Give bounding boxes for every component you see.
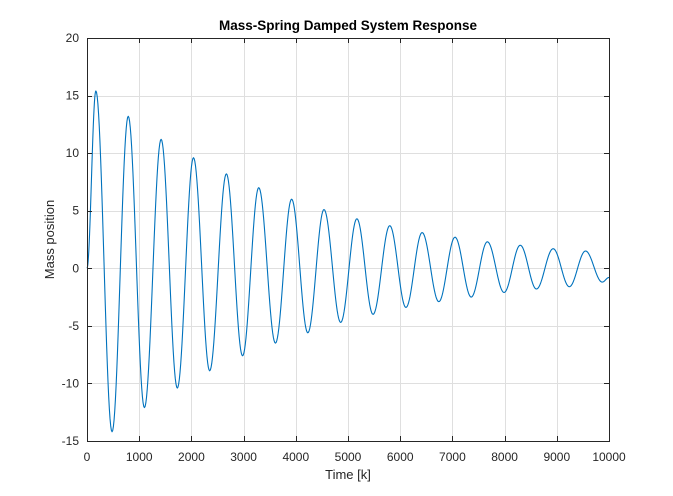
- x-tick-label: 9000: [543, 450, 570, 464]
- series-line: [86, 90, 610, 433]
- chart-title: Mass-Spring Damped System Response: [219, 18, 478, 33]
- x-tick-label: 7000: [439, 450, 466, 464]
- x-tick-label: 6000: [387, 450, 414, 464]
- y-tick-label: 0: [72, 261, 79, 275]
- y-tick-label: -10: [62, 376, 80, 390]
- y-axis-label: Mass position: [42, 200, 57, 279]
- y-tick-label: 5: [72, 204, 79, 218]
- ticks: [87, 38, 610, 442]
- x-tick-label: 1000: [126, 450, 153, 464]
- y-tick-label: 15: [66, 89, 80, 103]
- x-tick-label: 3000: [230, 450, 257, 464]
- x-tick-label: 8000: [491, 450, 518, 464]
- y-tick-label: 10: [66, 146, 80, 160]
- tick-labels: 0 1000 2000 3000 4000 5000 6000 7000 8000 9000 100…: [62, 31, 626, 464]
- grid: [87, 38, 609, 441]
- series-layer: [86, 90, 610, 433]
- y-tick-label: -15: [62, 434, 80, 448]
- y-tick-label: 20: [66, 31, 80, 45]
- x-tick-label: 5000: [335, 450, 362, 464]
- x-tick-label: 4000: [282, 450, 309, 464]
- x-tick-label: 2000: [178, 450, 205, 464]
- y-tick-label: -5: [68, 319, 79, 333]
- x-tick-label: 0: [84, 450, 91, 464]
- x-tick-label: 10000: [592, 450, 626, 464]
- x-axis-label: Time [k]: [325, 467, 371, 482]
